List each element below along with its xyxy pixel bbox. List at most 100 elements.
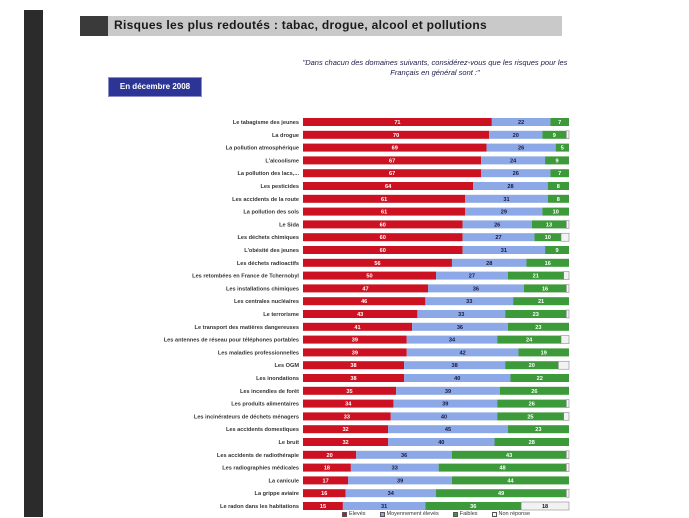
bar-segment bbox=[417, 310, 506, 318]
data-label: 41 bbox=[354, 325, 360, 331]
data-label: 69 bbox=[392, 146, 398, 152]
data-label: 8 bbox=[557, 197, 560, 203]
data-label: 60 bbox=[380, 222, 386, 228]
data-label: 60 bbox=[380, 248, 386, 254]
bar-segment bbox=[425, 297, 514, 306]
category-label: Les incendies de forêt bbox=[240, 389, 299, 395]
data-label: 38 bbox=[452, 363, 458, 369]
category-label: Le bruit bbox=[278, 440, 299, 446]
data-label: 34 bbox=[388, 491, 395, 497]
category-label: Le terrorisme bbox=[263, 312, 299, 318]
bar-segment bbox=[563, 271, 570, 280]
bar-segment bbox=[303, 374, 405, 382]
data-label: 64 bbox=[385, 184, 392, 190]
data-label: 32 bbox=[342, 427, 348, 433]
category-label: Les incinérateurs de déchets ménagers bbox=[194, 414, 299, 420]
bar-segment bbox=[303, 130, 490, 139]
legend-label: Moyennement élevés bbox=[386, 511, 439, 517]
data-label: 20 bbox=[529, 363, 535, 369]
category-label: La grippe aviaire bbox=[255, 491, 299, 497]
bar-segment bbox=[303, 348, 407, 357]
category-label: Les antennes de réseau pour téléphones p… bbox=[164, 338, 299, 344]
data-label: 49 bbox=[498, 491, 504, 497]
data-label: 23 bbox=[535, 325, 541, 331]
bar-segment bbox=[303, 335, 407, 344]
category-label: L'alcoolisme bbox=[265, 158, 299, 164]
data-label: 38 bbox=[350, 363, 356, 369]
bar-segment bbox=[542, 130, 567, 139]
bar-segment bbox=[451, 450, 567, 459]
data-label: 39 bbox=[352, 338, 358, 344]
data-label: 26 bbox=[518, 146, 524, 152]
survey-question: "Dans chacun des domaines suivants, cons… bbox=[302, 58, 568, 77]
bar-segment bbox=[303, 143, 487, 152]
data-label: 16 bbox=[545, 261, 551, 267]
data-label: 8 bbox=[557, 184, 560, 190]
bar-segment bbox=[303, 156, 482, 165]
category-label: Les déchets radioactifs bbox=[237, 261, 299, 267]
data-label: 43 bbox=[357, 312, 363, 318]
bar-segment bbox=[345, 489, 436, 498]
bar-segment bbox=[303, 361, 405, 370]
bar-segment bbox=[523, 284, 567, 293]
bar-segment bbox=[534, 233, 562, 242]
data-label: 29 bbox=[501, 210, 507, 216]
data-label: 28 bbox=[529, 440, 535, 446]
bar-segment bbox=[303, 297, 426, 306]
bar-segment bbox=[303, 322, 413, 331]
data-label: 60 bbox=[380, 235, 386, 241]
bar-segment bbox=[303, 450, 357, 459]
data-label: 50 bbox=[366, 274, 372, 280]
data-label: 39 bbox=[442, 402, 448, 408]
bar-segment bbox=[438, 463, 567, 472]
bar-segment bbox=[513, 297, 569, 306]
data-label: 71 bbox=[394, 120, 400, 126]
bar-segment bbox=[481, 156, 546, 165]
category-label: Les installations chimiques bbox=[226, 286, 299, 292]
data-label: 22 bbox=[537, 376, 543, 382]
category-label: Les retombées en France de Tchernobyl bbox=[192, 274, 299, 280]
bar-segment bbox=[499, 386, 569, 395]
bar-segment bbox=[390, 412, 498, 421]
data-label: 32 bbox=[342, 440, 348, 446]
data-label: 27 bbox=[495, 235, 501, 241]
data-label: 34 bbox=[449, 338, 456, 344]
data-label: 33 bbox=[466, 299, 472, 305]
bar-segment bbox=[303, 438, 389, 446]
left-dark-bar bbox=[24, 10, 43, 517]
bar-segment bbox=[555, 143, 569, 152]
legend-swatch bbox=[342, 511, 347, 517]
data-label: 40 bbox=[454, 376, 460, 382]
data-label: 21 bbox=[533, 274, 539, 280]
bar-segment bbox=[473, 182, 548, 190]
data-label: 9 bbox=[555, 158, 558, 164]
bar-segment bbox=[558, 360, 570, 370]
category-label: La pollution atmosphérique bbox=[226, 146, 299, 152]
data-label: 13 bbox=[546, 222, 552, 228]
data-label: 27 bbox=[469, 274, 475, 280]
data-label: 31 bbox=[503, 197, 509, 203]
bar-segment bbox=[428, 284, 524, 293]
category-label: Les inondations bbox=[256, 376, 299, 382]
bar-segment bbox=[388, 425, 508, 434]
chart-title: Risques les plus redoutés : tabac, drogu… bbox=[114, 18, 487, 32]
bar-segment bbox=[566, 130, 570, 140]
bar-segment bbox=[507, 271, 564, 280]
bar-segment bbox=[566, 463, 570, 472]
bar-segment bbox=[303, 412, 391, 421]
data-label: 39 bbox=[445, 389, 451, 395]
data-label: 24 bbox=[510, 158, 517, 164]
bar-segment bbox=[393, 399, 498, 408]
bar-segment bbox=[342, 502, 426, 510]
category-label: Le transport des matières dangereuses bbox=[195, 325, 299, 331]
data-label: 33 bbox=[344, 414, 350, 420]
data-label: 19 bbox=[541, 350, 547, 356]
data-label: 40 bbox=[438, 440, 444, 446]
data-label: 25 bbox=[527, 414, 533, 420]
bar-segment bbox=[566, 488, 570, 498]
data-label: 5 bbox=[561, 146, 564, 152]
bar-segment bbox=[356, 450, 452, 459]
data-label: 26 bbox=[529, 402, 535, 408]
title-bar: Risques les plus redoutés : tabac, drogu… bbox=[80, 16, 562, 36]
category-label: La pollution des sols bbox=[243, 210, 299, 216]
